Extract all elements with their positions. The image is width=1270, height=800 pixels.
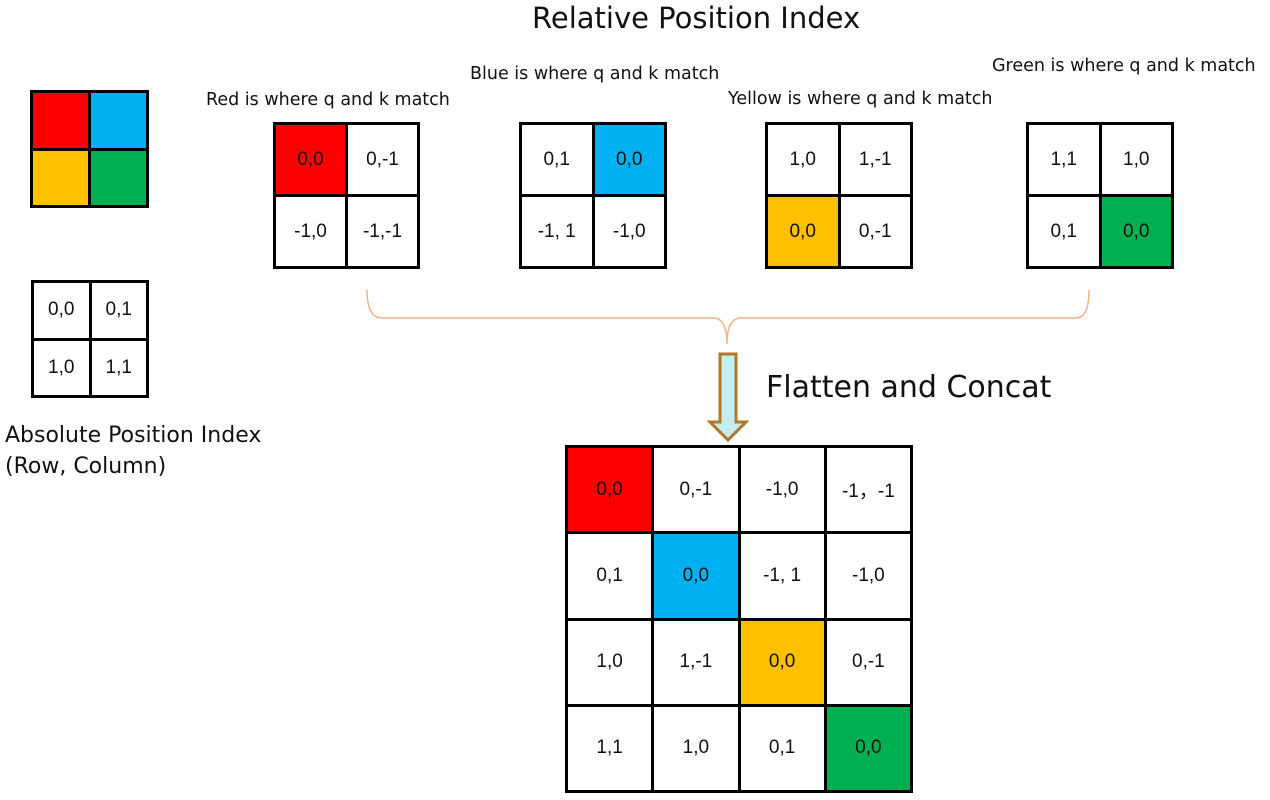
absolute-position-grid: 0,0 0,1 1,0 1,1 (31, 280, 149, 398)
relative-caption-blue: Blue is where q and k match (470, 64, 720, 84)
absolute-cell: 1,0 (34, 340, 89, 395)
legend-cell-green (91, 150, 146, 205)
relative-cell: 0,0 (276, 125, 345, 194)
relative-cell: 0,0 (768, 197, 838, 266)
relative-cell: -1,0 (276, 197, 345, 266)
relative-cell: 0,-1 (348, 125, 417, 194)
relative-grid-red: 0,0 0,-1 -1,0 -1,-1 (273, 122, 420, 269)
concat-cell: -1, 1 (740, 534, 824, 618)
relative-cell: 1,1 (1029, 125, 1099, 194)
relative-cell: 0,0 (594, 125, 664, 194)
concat-cell: 0,0 (568, 448, 652, 532)
concat-cell: 0,0 (826, 706, 910, 790)
relative-caption-yellow: Yellow is where q and k match (728, 89, 993, 109)
concat-cell: -1,0 (826, 534, 910, 618)
page-title: Relative Position Index (532, 1, 861, 35)
relative-cell: 1,0 (768, 125, 838, 194)
relative-cell: 0,1 (1029, 197, 1099, 266)
concat-cell: 1,-1 (654, 620, 738, 704)
relative-cell: 0,1 (522, 125, 592, 194)
concat-cell: 0,-1 (654, 448, 738, 532)
concat-cell: 0,1 (740, 706, 824, 790)
concat-cell: -1，-1 (826, 448, 910, 532)
relative-grid-blue: 0,1 0,0 -1, 1 -1,0 (519, 122, 667, 269)
absolute-cell: 0,1 (91, 283, 146, 338)
legend-cell-yellow (33, 150, 88, 205)
concat-cell: 1,1 (568, 706, 652, 790)
concat-cell: -1,0 (740, 448, 824, 532)
flatten-concat-label: Flatten and Concat (766, 370, 1052, 405)
legend-cell-blue (91, 93, 146, 148)
legend-cell-red (33, 93, 88, 148)
relative-cell: 1,0 (1101, 125, 1171, 194)
absolute-cell: 0,0 (34, 283, 89, 338)
relative-cell: 0,-1 (840, 197, 910, 266)
absolute-cell: 1,1 (91, 340, 146, 395)
concat-cell: 0,-1 (826, 620, 910, 704)
relative-caption-green: Green is where q and k match (992, 56, 1256, 76)
relative-cell: 0,0 (1101, 197, 1171, 266)
absolute-label-line2: (Row, Column) (5, 454, 167, 479)
concat-cell: 1,0 (654, 706, 738, 790)
relative-cell: -1,0 (594, 197, 664, 266)
relative-grid-green: 1,1 1,0 0,1 0,0 (1026, 122, 1174, 269)
relative-cell: -1, 1 (522, 197, 592, 266)
color-legend-grid (30, 90, 149, 208)
concat-cell: 0,1 (568, 534, 652, 618)
absolute-position-label: Absolute Position Index (Row, Column) (5, 420, 261, 482)
concat-cell: 1,0 (568, 620, 652, 704)
down-arrow (706, 352, 750, 443)
relative-caption-red: Red is where q and k match (206, 90, 450, 110)
relative-cell: 1,-1 (840, 125, 910, 194)
concat-grid: 0,0 0,-1 -1,0 -1，-1 0,1 0,0 -1, 1 -1,0 1… (565, 445, 913, 793)
concat-cell: 0,0 (654, 534, 738, 618)
curly-bracket (366, 289, 1090, 345)
concat-cell: 0,0 (740, 620, 824, 704)
relative-grid-yellow: 1,0 1,-1 0,0 0,-1 (765, 122, 913, 269)
absolute-label-line1: Absolute Position Index (5, 423, 262, 448)
relative-cell: -1,-1 (348, 197, 417, 266)
